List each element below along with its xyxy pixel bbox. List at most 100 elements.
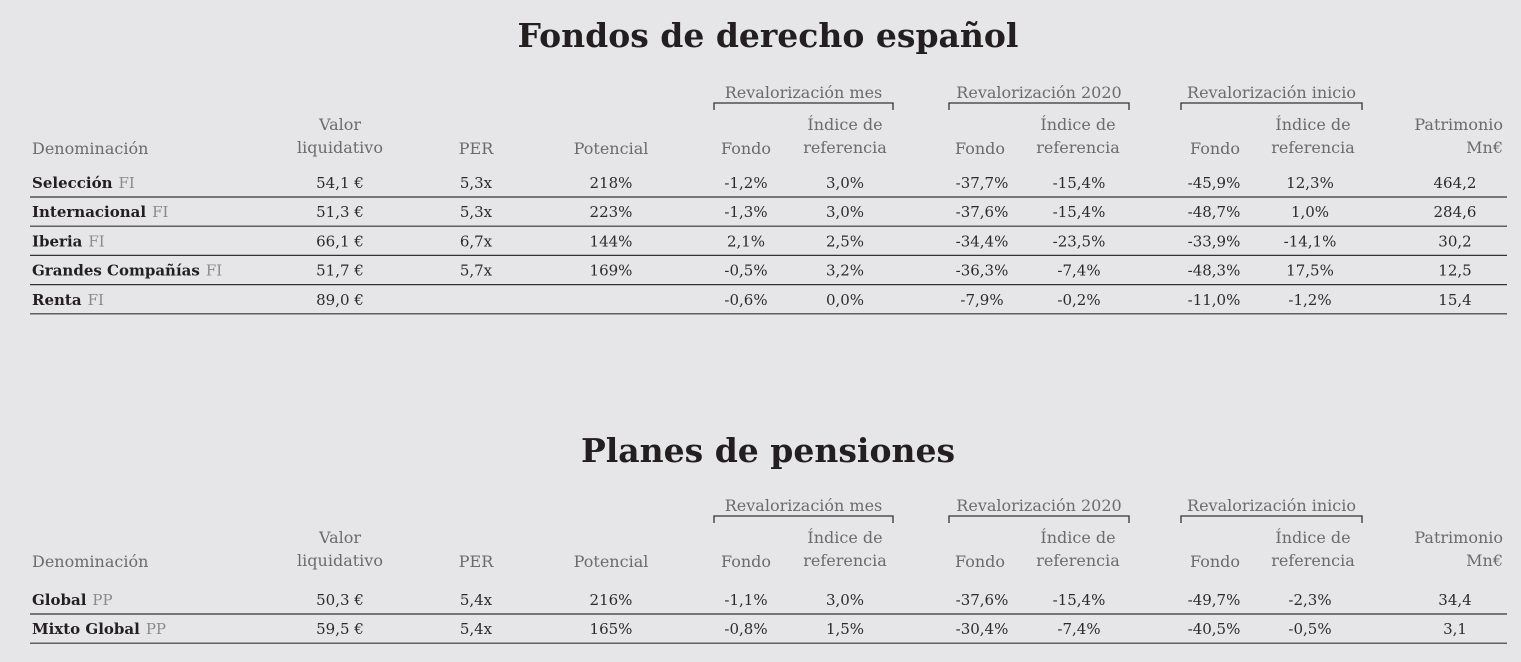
column-header: Índice de	[1040, 527, 1115, 547]
cell-value: 218%	[590, 174, 633, 192]
cell-value: 3,0%	[826, 174, 864, 192]
column-header: Índice de	[1275, 114, 1350, 134]
cell-value: 5,3x	[460, 203, 493, 221]
group-header: Revalorización inicio	[1187, 496, 1356, 515]
cell-value: -37,6%	[956, 203, 1009, 221]
group-header: Revalorización mes	[725, 83, 883, 102]
fund-name-text: Grandes Compañías	[32, 262, 200, 280]
column-header: Índice de	[807, 527, 882, 547]
fund-name-text: Iberia	[32, 232, 83, 250]
fund-type: PP	[92, 591, 112, 609]
cell-value: 169%	[590, 262, 633, 280]
column-header: Patrimonio	[1414, 115, 1503, 134]
column-header: Mn€	[1466, 551, 1503, 570]
cell-value: 2,1%	[727, 232, 765, 250]
cell-value: -7,4%	[1057, 262, 1100, 280]
cell-value: 1,0%	[1291, 203, 1329, 221]
cell-value: -1,2%	[724, 174, 767, 192]
cell-value: -30,4%	[956, 620, 1009, 638]
cell-value: 3,2%	[826, 262, 864, 280]
cell-value: 6,7x	[460, 232, 493, 250]
cell-value: 3,1	[1443, 620, 1467, 638]
cell-value: 5,4x	[460, 591, 493, 609]
cell-value: 3,0%	[826, 591, 864, 609]
column-header: referencia	[803, 551, 887, 570]
cell-value: 30,2	[1438, 232, 1471, 250]
column-header: Índice de	[807, 114, 882, 134]
column-header: liquidativo	[297, 551, 383, 570]
cell-value: -1,3%	[724, 203, 767, 221]
column-header: referencia	[803, 138, 887, 157]
fund-type: FI	[88, 291, 104, 309]
cell-value: 12,3%	[1286, 174, 1334, 192]
cell-value: 0,0%	[826, 291, 864, 309]
cell-value: 144%	[590, 232, 633, 250]
fund-type: FI	[119, 174, 135, 192]
cell-value: -0,8%	[724, 620, 767, 638]
cell-value: 3,0%	[826, 203, 864, 221]
column-header: referencia	[1271, 138, 1355, 157]
fund-name: Mixto Global PP	[32, 620, 166, 638]
column-header: Potencial	[574, 139, 649, 158]
cell-value: -15,4%	[1053, 203, 1106, 221]
column-header: Índice de	[1040, 114, 1115, 134]
group-bracket	[948, 515, 1130, 523]
cell-value: -49,7%	[1188, 591, 1241, 609]
cell-value: -33,9%	[1188, 232, 1241, 250]
cell-value: 5,7x	[460, 262, 493, 280]
cell-value: 59,5 €	[316, 620, 364, 638]
column-header: Fondo	[955, 552, 1005, 571]
cell-value: -48,7%	[1188, 203, 1241, 221]
table-title: Planes de pensiones	[581, 431, 955, 470]
column-header: Denominación	[32, 139, 148, 158]
cell-value: 5,4x	[460, 620, 493, 638]
cell-value: 89,0 €	[316, 291, 364, 309]
column-header: liquidativo	[297, 138, 383, 157]
group-bracket	[1180, 102, 1363, 110]
column-header: Índice de	[1275, 527, 1350, 547]
cell-value: 12,5	[1438, 262, 1471, 280]
fund-name-text: Selección	[32, 174, 113, 192]
cell-value: -0,5%	[1288, 620, 1331, 638]
cell-value: -0,5%	[724, 262, 767, 280]
cell-value: 51,7 €	[316, 262, 364, 280]
group-header: Revalorización inicio	[1187, 83, 1356, 102]
column-header: PER	[459, 552, 494, 571]
fund-name: Selección FI	[32, 174, 135, 192]
column-header: referencia	[1271, 551, 1355, 570]
group-bracket	[713, 102, 894, 110]
cell-value: -14,1%	[1284, 232, 1337, 250]
group-bracket	[713, 515, 894, 523]
fund-name: Internacional FI	[32, 203, 169, 221]
cell-value: 51,3 €	[316, 203, 364, 221]
fund-name: Iberia FI	[32, 232, 105, 250]
column-header: Potencial	[574, 552, 649, 571]
cell-value: -37,7%	[956, 174, 1009, 192]
fund-name: Renta FI	[32, 291, 104, 309]
cell-value: 223%	[590, 203, 633, 221]
fund-type: PP	[146, 620, 166, 638]
group-bracket	[1180, 515, 1363, 523]
column-header: PER	[459, 139, 494, 158]
cell-value: 50,3 €	[316, 591, 364, 609]
cell-value: -0,2%	[1057, 291, 1100, 309]
column-header: Mn€	[1466, 138, 1503, 157]
cell-value: -36,3%	[956, 262, 1009, 280]
cell-value: -37,6%	[956, 591, 1009, 609]
cell-value: 464,2	[1434, 174, 1477, 192]
cell-value: -7,9%	[960, 291, 1003, 309]
cell-value: -7,4%	[1057, 620, 1100, 638]
fund-type: FI	[152, 203, 168, 221]
cell-value: 15,4	[1438, 291, 1471, 309]
fund-name-text: Mixto Global	[32, 620, 140, 638]
cell-value: -1,1%	[724, 591, 767, 609]
cell-value: 216%	[590, 591, 633, 609]
column-header: Valor	[318, 115, 361, 134]
column-header: Fondo	[1190, 552, 1240, 571]
fund-name: Global PP	[32, 591, 113, 609]
fund-type: FI	[88, 232, 104, 250]
fund-type: FI	[206, 262, 222, 280]
cell-value: -34,4%	[956, 232, 1009, 250]
cell-value: -11,0%	[1188, 291, 1241, 309]
